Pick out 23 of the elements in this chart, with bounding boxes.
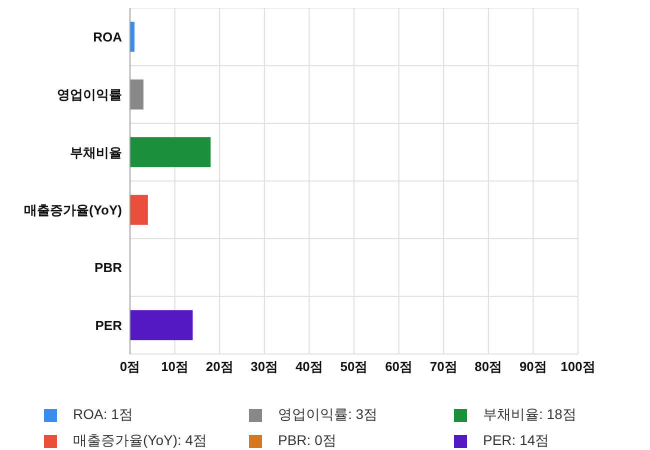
x-tick-label: 50점 xyxy=(340,359,368,374)
y-tick-label: 매출증가율(YoY) xyxy=(24,202,122,218)
legend-label: 부채비율: 18점 xyxy=(483,406,576,424)
legend-label: PBR: 0점 xyxy=(278,432,336,450)
legend-label: 영업이익률: 3점 xyxy=(278,406,378,424)
x-tick-label: 10점 xyxy=(161,359,189,374)
x-tick-label: 100점 xyxy=(560,359,596,374)
x-tick-label: 40점 xyxy=(295,359,323,374)
legend-label: ROA: 1점 xyxy=(73,406,133,424)
legend-label: 매출증가율(YoY): 4점 xyxy=(73,432,208,450)
y-tick-label: ROA xyxy=(93,29,123,44)
y-tick-label: 부채비율 xyxy=(70,144,122,160)
x-tick-label: 60점 xyxy=(385,359,413,374)
y-tick-label: 영업이익률 xyxy=(57,87,122,102)
x-tick-label: 80점 xyxy=(474,359,502,374)
x-tick-label: 30점 xyxy=(250,359,278,374)
y-tick-label: PER xyxy=(95,318,123,333)
y-tick-label: PBR xyxy=(94,260,123,276)
x-tick-label: 0점 xyxy=(120,359,140,374)
legend-label: PER: 14점 xyxy=(483,432,550,450)
x-tick-label: 90점 xyxy=(519,359,547,374)
x-tick-label: 20점 xyxy=(206,359,234,374)
x-tick-label: 70점 xyxy=(430,359,458,374)
